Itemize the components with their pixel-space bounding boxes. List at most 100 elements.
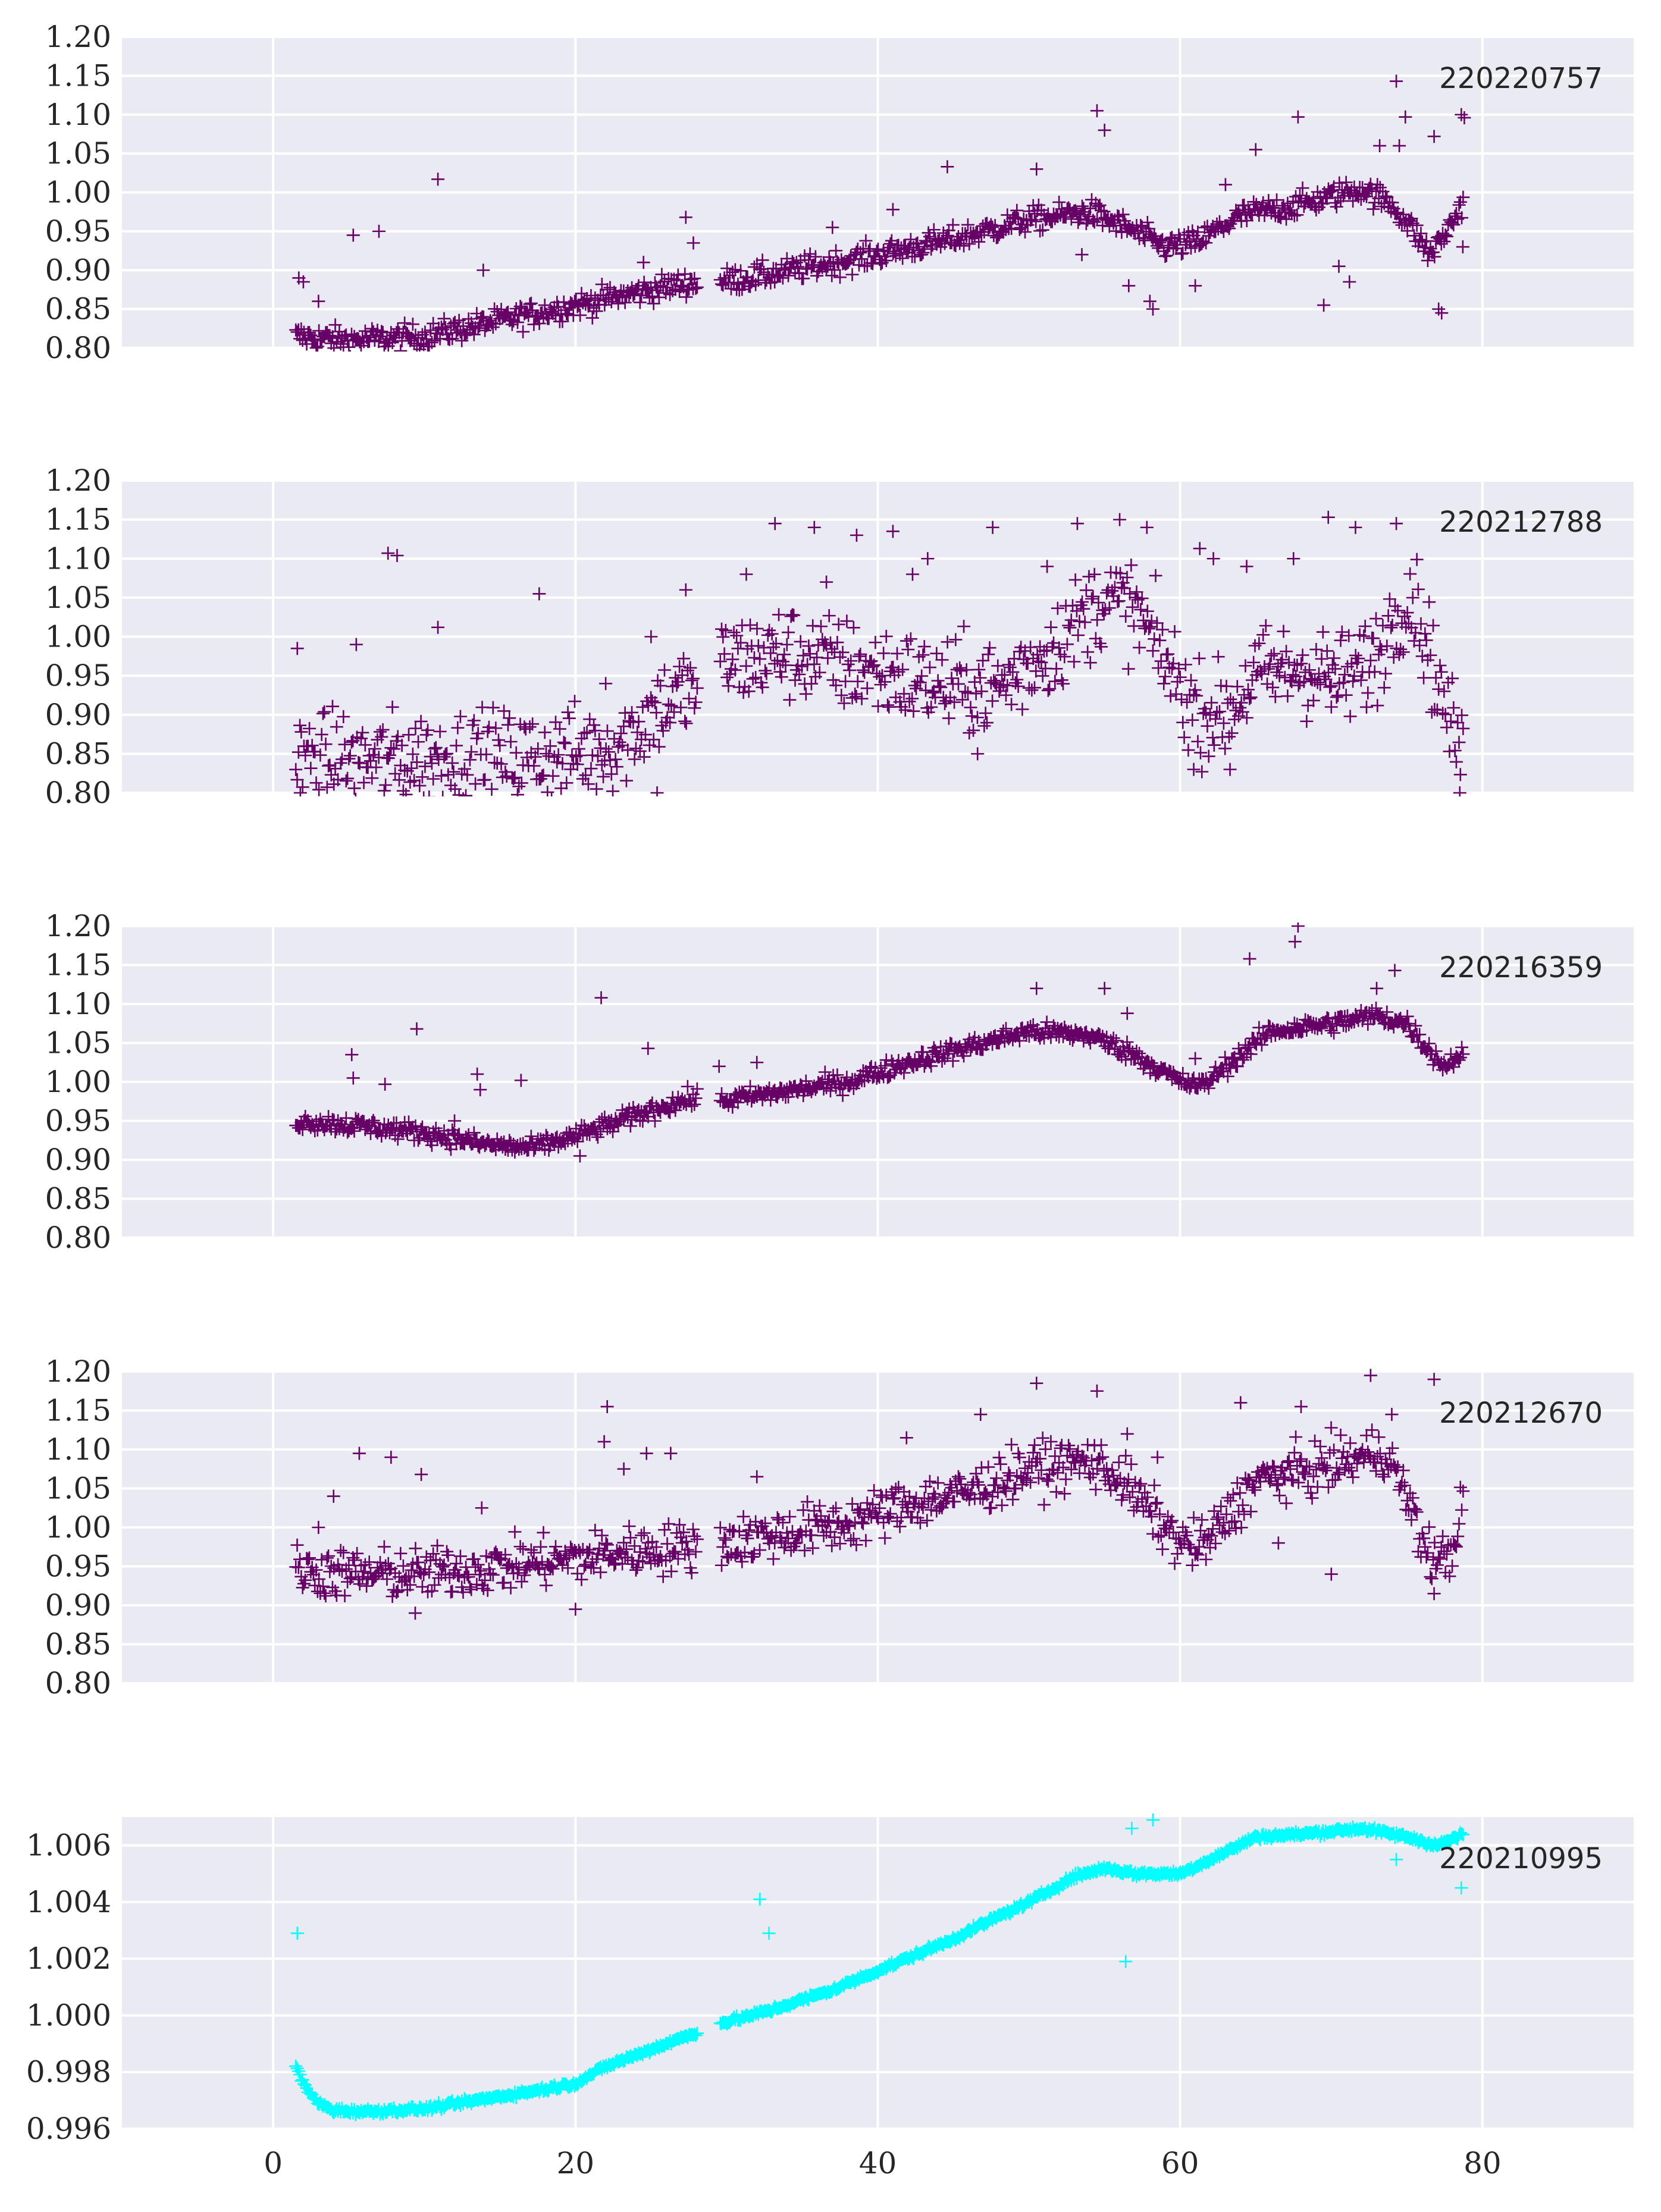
y-tick-label: 0.95: [45, 658, 111, 693]
data-point: [447, 765, 460, 779]
data-point: [934, 680, 948, 694]
data-point: [1086, 589, 1100, 603]
data-point: [390, 549, 404, 562]
data-point: [1223, 763, 1237, 776]
data-point: [353, 757, 366, 770]
data-point: [883, 1507, 897, 1521]
data-point: [1400, 1494, 1414, 1507]
data-point: [1451, 716, 1465, 730]
y-tick-label: 0.95: [45, 1549, 111, 1584]
data-point: [384, 741, 398, 755]
data-point: [645, 694, 659, 708]
data-point: [679, 583, 692, 597]
data-point: [679, 717, 693, 730]
data-point: [1337, 676, 1350, 689]
data-point: [1300, 1023, 1314, 1037]
data-point: [665, 1564, 678, 1578]
data-point: [410, 755, 424, 769]
data-point: [713, 1521, 727, 1535]
data-point: [294, 322, 308, 336]
data-point: [1323, 680, 1337, 694]
data-point: [671, 675, 685, 689]
data-point: [783, 1510, 797, 1524]
data-point: [1013, 1451, 1026, 1464]
data-point: [440, 1545, 454, 1558]
data-point: [347, 782, 361, 795]
data-point: [720, 670, 734, 684]
data-point: [1319, 673, 1333, 686]
y-tick-label: 1.20: [45, 909, 111, 943]
series-points: [289, 510, 1470, 810]
data-point: [828, 263, 841, 277]
data-point: [579, 768, 593, 782]
data-point: [1030, 162, 1043, 176]
data-point: [682, 692, 696, 705]
data-point: [1113, 513, 1127, 526]
data-point: [654, 679, 667, 692]
data-point: [897, 1066, 911, 1080]
data-point: [1226, 1488, 1240, 1501]
data-point: [953, 1472, 967, 1486]
data-point: [1122, 279, 1136, 293]
data-point: [1274, 1464, 1287, 1477]
data-point: [1384, 621, 1398, 635]
data-point: [804, 1529, 818, 1542]
data-point: [976, 654, 990, 667]
data-point: [600, 1122, 614, 1135]
data-point: [1400, 1009, 1414, 1023]
data-point: [1130, 1044, 1143, 1058]
data-point: [1018, 225, 1032, 239]
data-point: [886, 1492, 900, 1505]
data-point: [419, 332, 433, 346]
data-point: [515, 776, 528, 790]
data-point: [402, 728, 416, 742]
data-point: [437, 312, 451, 325]
data-point: [512, 780, 526, 793]
data-point: [1455, 211, 1469, 225]
data-point: [1228, 1514, 1242, 1528]
data-point: [500, 769, 513, 783]
data-point: [1280, 645, 1293, 658]
data-point: [1221, 1491, 1234, 1505]
data-point: [1369, 612, 1383, 626]
data-point: [508, 771, 522, 785]
data-point: [1143, 620, 1157, 633]
data-point: [619, 1542, 633, 1556]
data-point: [1148, 1479, 1161, 1492]
data-point: [1324, 700, 1338, 714]
data-point: [1032, 1471, 1045, 1485]
data-point: [688, 2028, 701, 2041]
data-point: [782, 269, 795, 283]
data-point: [1255, 1038, 1268, 1052]
data-point: [888, 1491, 901, 1505]
data-point: [866, 660, 879, 673]
data-point: [598, 1544, 612, 1558]
data-point: [1342, 629, 1356, 642]
data-point: [747, 260, 761, 274]
data-point: [670, 679, 684, 692]
data-point: [738, 1546, 751, 1560]
data-point: [477, 263, 490, 277]
data-point: [1433, 658, 1447, 672]
data-point: [1002, 1466, 1016, 1480]
data-point: [320, 780, 334, 794]
data-point: [333, 797, 346, 810]
data-point: [1005, 1438, 1018, 1451]
data-point: [924, 1503, 938, 1517]
data-point: [826, 1505, 840, 1518]
data-point: [1446, 1559, 1459, 1573]
data-point: [921, 552, 935, 566]
data-point: [1424, 648, 1437, 662]
data-point: [982, 648, 995, 661]
data-point: [554, 782, 568, 795]
data-point: [640, 1447, 653, 1460]
data-point: [1364, 654, 1377, 667]
data-point: [1375, 200, 1389, 214]
data-point: [617, 1536, 631, 1549]
data-point: [571, 1135, 584, 1149]
data-point: [294, 725, 308, 739]
y-tick-label: 1.10: [45, 98, 111, 132]
data-point: [331, 773, 345, 786]
data-point: [932, 679, 946, 693]
